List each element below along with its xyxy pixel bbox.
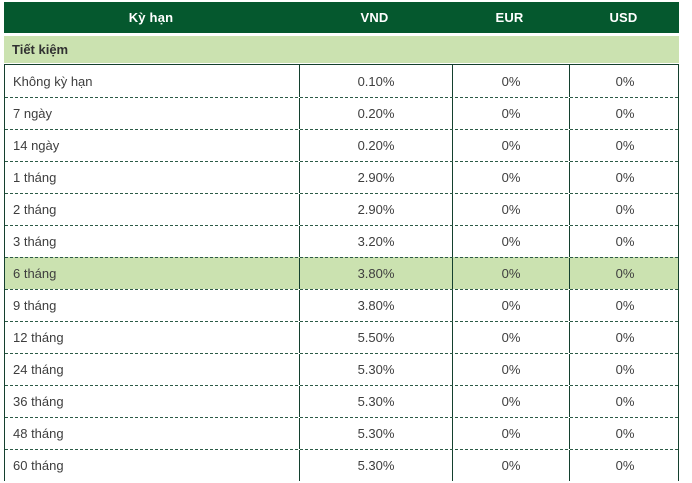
vnd-rate-cell: 0.10% bbox=[299, 65, 452, 97]
rate-rows: Không kỳ hạn 0.10% 0% 0% 7 ngày 0.20% 0%… bbox=[4, 64, 679, 481]
term-cell: 12 tháng bbox=[13, 330, 64, 345]
eur-rate-cell: 0% bbox=[452, 290, 569, 321]
eur-rate-cell: 0% bbox=[452, 258, 569, 289]
usd-rate-cell: 0% bbox=[569, 386, 680, 417]
vnd-rate-cell: 5.30% bbox=[299, 450, 452, 481]
term-cell: 2 tháng bbox=[13, 202, 57, 217]
vnd-rate-cell: 3.20% bbox=[299, 226, 452, 257]
term-cell: 60 tháng bbox=[13, 458, 64, 473]
table-row[interactable]: 2 tháng 2.90% 0% 0% bbox=[5, 193, 678, 225]
column-header-usd: USD bbox=[609, 10, 638, 25]
term-cell: Không kỳ hạn bbox=[13, 73, 93, 89]
vnd-rate-cell: 5.50% bbox=[299, 322, 452, 353]
table-row[interactable]: 7 ngày 0.20% 0% 0% bbox=[5, 97, 678, 129]
usd-rate-cell: 0% bbox=[569, 130, 680, 161]
usd-rate-cell: 0% bbox=[569, 322, 680, 353]
term-cell: 6 tháng bbox=[13, 266, 57, 281]
eur-rate-cell: 0% bbox=[452, 386, 569, 417]
table-row[interactable]: 48 tháng 5.30% 0% 0% bbox=[5, 417, 678, 449]
eur-rate-cell: 0% bbox=[452, 162, 569, 193]
usd-rate-cell: 0% bbox=[569, 194, 680, 225]
vnd-rate-cell: 3.80% bbox=[299, 290, 452, 321]
usd-rate-cell: 0% bbox=[569, 98, 680, 129]
eur-rate-cell: 0% bbox=[452, 194, 569, 225]
eur-rate-cell: 0% bbox=[452, 130, 569, 161]
table-row[interactable]: 36 tháng 5.30% 0% 0% bbox=[5, 385, 678, 417]
eur-rate-cell: 0% bbox=[452, 322, 569, 353]
vnd-rate-cell: 0.20% bbox=[299, 98, 452, 129]
usd-rate-cell: 0% bbox=[569, 65, 680, 97]
column-header-eur: EUR bbox=[495, 10, 524, 25]
usd-rate-cell: 0% bbox=[569, 290, 680, 321]
column-header-vnd: VND bbox=[360, 10, 389, 25]
eur-rate-cell: 0% bbox=[452, 418, 569, 449]
term-cell: 24 tháng bbox=[13, 362, 64, 377]
table-row[interactable]: 1 tháng 2.90% 0% 0% bbox=[5, 161, 678, 193]
term-cell: 1 tháng bbox=[13, 170, 57, 185]
vnd-rate-cell: 5.30% bbox=[299, 418, 452, 449]
term-cell: 48 tháng bbox=[13, 426, 64, 441]
usd-rate-cell: 0% bbox=[569, 258, 680, 289]
eur-rate-cell: 0% bbox=[452, 65, 569, 97]
usd-rate-cell: 0% bbox=[569, 226, 680, 257]
vnd-rate-cell: 0.20% bbox=[299, 130, 452, 161]
table-row[interactable]: 9 tháng 3.80% 0% 0% bbox=[5, 289, 678, 321]
vnd-rate-cell: 2.90% bbox=[299, 162, 452, 193]
column-header-term: Kỳ hạn bbox=[128, 10, 174, 25]
term-cell: 14 ngày bbox=[13, 138, 60, 153]
eur-rate-cell: 0% bbox=[452, 98, 569, 129]
table-row[interactable]: 6 tháng 3.80% 0% 0% bbox=[5, 257, 678, 289]
section-header-savings: Tiết kiệm bbox=[4, 36, 679, 63]
table-row[interactable]: 12 tháng 5.50% 0% 0% bbox=[5, 321, 678, 353]
term-cell: 7 ngày bbox=[13, 106, 53, 121]
term-cell: 3 tháng bbox=[13, 234, 57, 249]
vnd-rate-cell: 5.30% bbox=[299, 354, 452, 385]
table-row[interactable]: 60 tháng 5.30% 0% 0% bbox=[5, 449, 678, 481]
usd-rate-cell: 0% bbox=[569, 162, 680, 193]
eur-rate-cell: 0% bbox=[452, 226, 569, 257]
eur-rate-cell: 0% bbox=[452, 450, 569, 481]
table-header-row: Kỳ hạn VND EUR USD bbox=[4, 2, 679, 33]
table-row[interactable]: Không kỳ hạn 0.10% 0% 0% bbox=[5, 65, 678, 97]
usd-rate-cell: 0% bbox=[569, 418, 680, 449]
term-cell: 36 tháng bbox=[13, 394, 64, 409]
eur-rate-cell: 0% bbox=[452, 354, 569, 385]
vnd-rate-cell: 3.80% bbox=[299, 258, 452, 289]
interest-rate-table: Kỳ hạn VND EUR USD Tiết kiệm Không kỳ hạ… bbox=[4, 2, 679, 481]
section-label: Tiết kiệm bbox=[12, 42, 69, 57]
vnd-rate-cell: 5.30% bbox=[299, 386, 452, 417]
table-row[interactable]: 3 tháng 3.20% 0% 0% bbox=[5, 225, 678, 257]
table-row[interactable]: 24 tháng 5.30% 0% 0% bbox=[5, 353, 678, 385]
term-cell: 9 tháng bbox=[13, 298, 57, 313]
vnd-rate-cell: 2.90% bbox=[299, 194, 452, 225]
usd-rate-cell: 0% bbox=[569, 354, 680, 385]
table-row[interactable]: 14 ngày 0.20% 0% 0% bbox=[5, 129, 678, 161]
usd-rate-cell: 0% bbox=[569, 450, 680, 481]
